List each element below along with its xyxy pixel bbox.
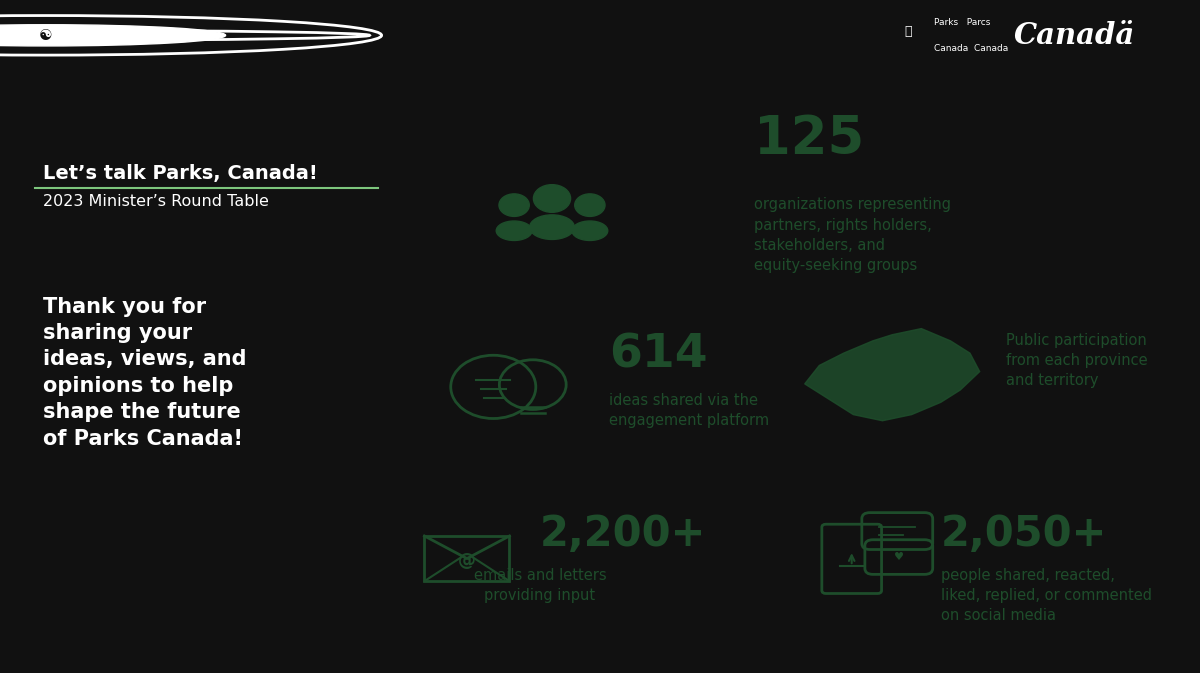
Text: @: @ [458, 552, 476, 570]
Ellipse shape [497, 221, 532, 240]
Text: 2023 Minister’s Round Table: 2023 Minister’s Round Table [43, 194, 269, 209]
Text: Let’s talk Parks, Canada!: Let’s talk Parks, Canada! [43, 164, 318, 183]
Text: Parks   Parcs: Parks Parcs [934, 18, 990, 27]
Text: 2,200+: 2,200+ [540, 513, 707, 555]
Text: 125: 125 [755, 113, 865, 165]
Text: people shared, reacted,
liked, replied, or commented
on social media: people shared, reacted, liked, replied, … [941, 567, 1152, 623]
Text: ♥: ♥ [894, 552, 904, 562]
Text: 🍁: 🍁 [905, 26, 912, 38]
Text: ideas shared via the
engagement platform: ideas shared via the engagement platform [608, 393, 769, 428]
Circle shape [575, 194, 605, 217]
Polygon shape [805, 328, 979, 421]
Text: emails and letters
providing input: emails and letters providing input [474, 567, 606, 603]
Text: Public participation
from each province
and territory: Public participation from each province … [1006, 332, 1147, 388]
Circle shape [499, 194, 529, 217]
Text: organizations representing
partners, rights holders,
stakeholders, and
equity-se: organizations representing partners, rig… [755, 197, 952, 273]
Text: Thank you for
sharing your
ideas, views, and
opinions to help
shape the future
o: Thank you for sharing your ideas, views,… [43, 297, 246, 448]
Circle shape [534, 184, 570, 212]
Text: 614: 614 [608, 332, 707, 378]
Text: 2,050+: 2,050+ [941, 513, 1108, 555]
Text: Canada  Canada: Canada Canada [934, 44, 1008, 52]
Circle shape [0, 25, 226, 46]
Text: ☯: ☯ [38, 28, 53, 43]
Text: Canadä: Canadä [1013, 21, 1135, 50]
Ellipse shape [572, 221, 607, 240]
Ellipse shape [529, 215, 575, 240]
